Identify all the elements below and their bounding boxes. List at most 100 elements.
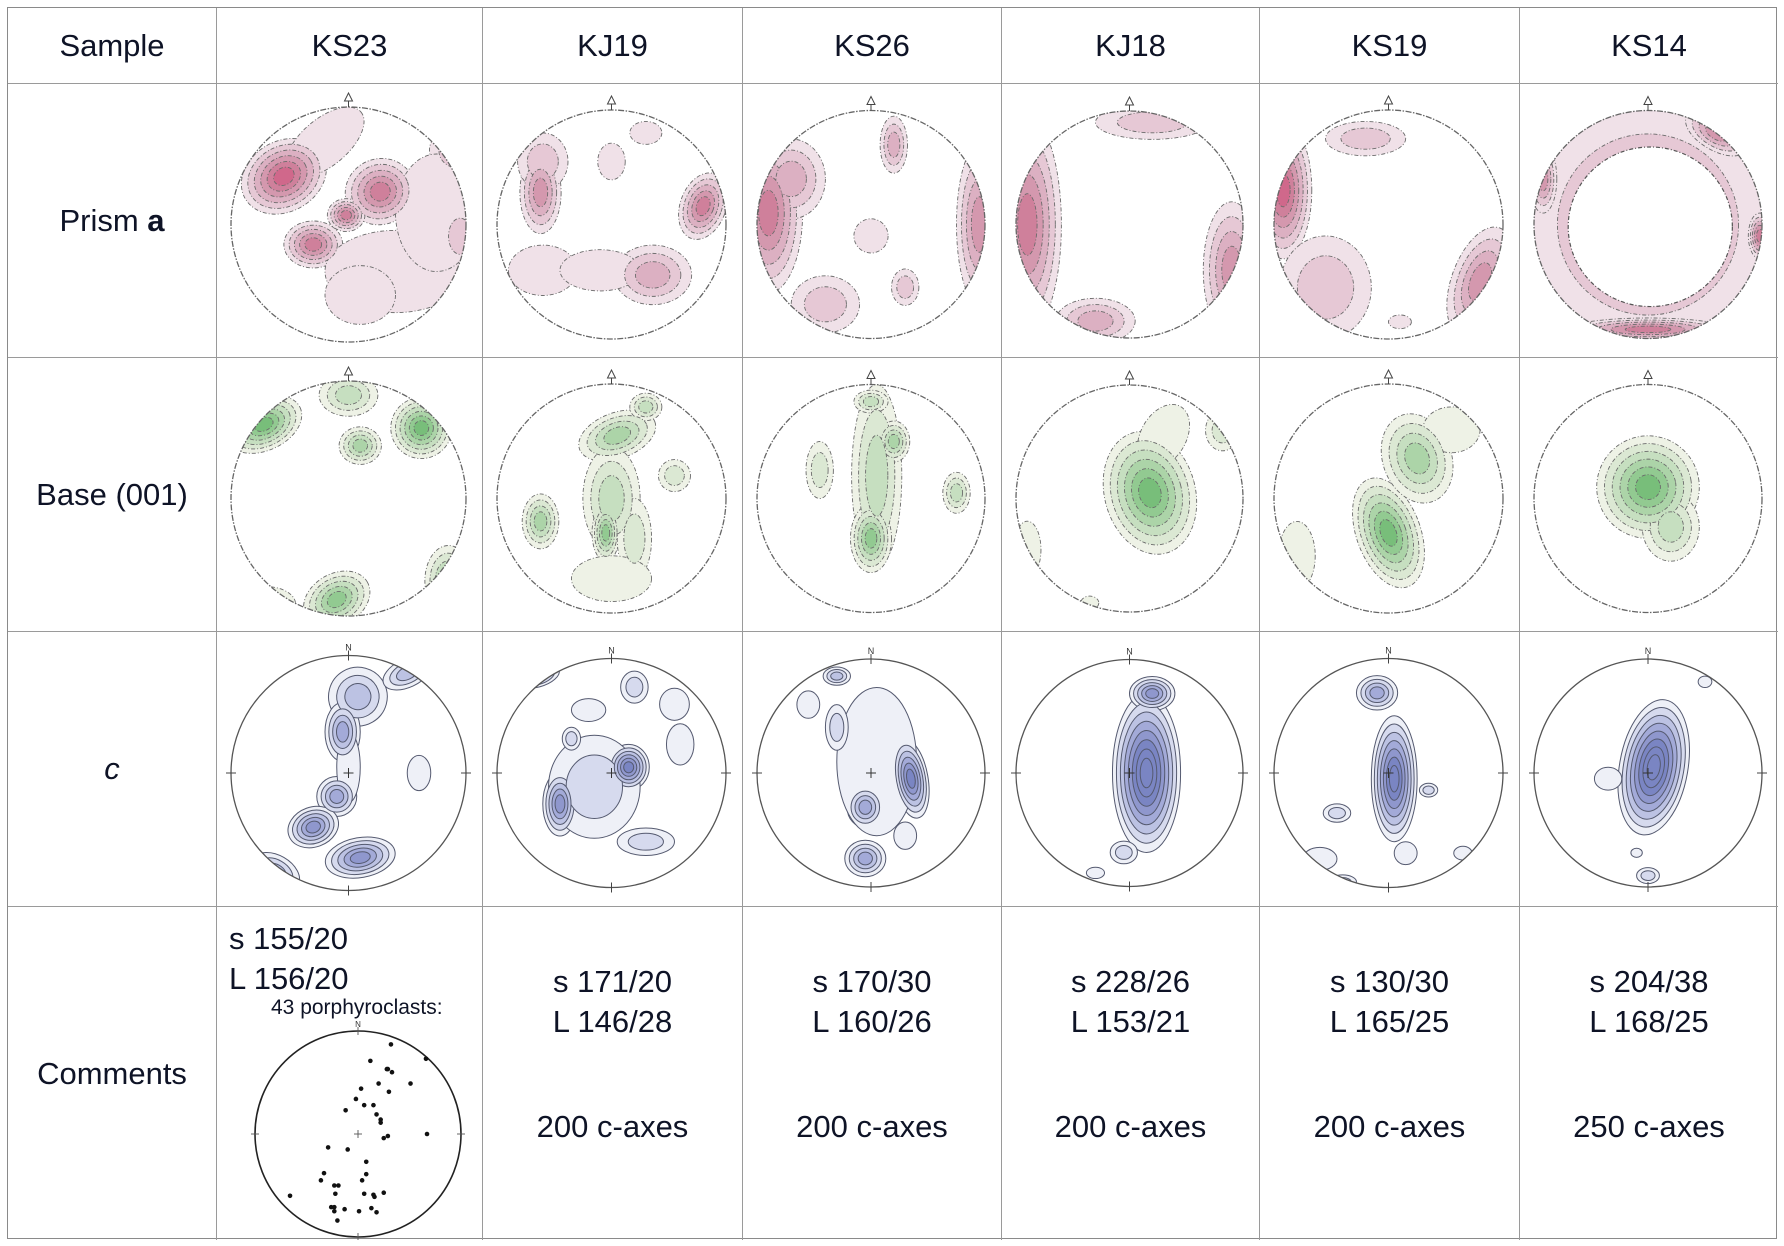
contour-level <box>1593 766 1623 791</box>
contour-level <box>830 671 844 681</box>
contour-level <box>1697 675 1713 688</box>
prism-plot-kj19 <box>483 84 743 358</box>
contour-level <box>1388 314 1412 330</box>
caxis-plot-ks23: N <box>217 632 483 907</box>
porphyroclast-point <box>423 1056 429 1062</box>
contour-level <box>326 590 347 609</box>
density-contours <box>1274 121 1503 339</box>
contour-level <box>329 789 345 804</box>
density-contours <box>1016 404 1241 611</box>
caxis-plot-ks19: N <box>1260 632 1520 907</box>
contour-level <box>324 265 396 325</box>
contour-level <box>796 690 821 719</box>
contour-level <box>1657 511 1684 543</box>
contour-level <box>1453 845 1473 861</box>
contour-level <box>893 821 918 850</box>
north-label: N <box>345 643 352 653</box>
porphyroclast-point <box>332 1204 337 1210</box>
porphyroclast-point <box>287 1193 293 1199</box>
contour-level <box>623 513 646 564</box>
contour-level <box>601 524 611 542</box>
contour-level <box>627 832 664 851</box>
prism-stereonet <box>1015 95 1244 339</box>
caxis-stereonet: N <box>226 643 471 896</box>
contour-level <box>335 721 350 743</box>
porphyroclast-point <box>381 1190 387 1196</box>
contour-level <box>905 768 916 789</box>
contour-level <box>803 286 847 323</box>
contour-level <box>1017 193 1038 256</box>
north-label: N <box>1126 647 1133 657</box>
porphyroclast-point <box>378 1120 383 1125</box>
base-plot-kj18 <box>1002 358 1260 632</box>
header-kj19: KJ19 <box>483 8 743 84</box>
comment-kj18: s 228/26 L 153/21 200 c-axes <box>1002 907 1260 1240</box>
prism-plot-ks19 <box>1260 84 1520 358</box>
contour-level <box>887 433 900 450</box>
primitive-circle <box>1015 110 1244 339</box>
base-stereonet <box>1533 369 1763 614</box>
contour-level <box>406 754 432 792</box>
caxes-count: 200 c-axes <box>1054 1109 1207 1144</box>
base-plot-ks14 <box>1520 358 1778 632</box>
header-ks26: KS26 <box>743 8 1002 84</box>
contour-level <box>1205 409 1241 452</box>
porphyroclast-point <box>318 1178 324 1183</box>
base-stereonet <box>756 369 986 614</box>
primitive-circle <box>230 380 467 617</box>
north-triangle-icon <box>343 91 354 102</box>
comment-ks19: s 130/30 L 165/25 200 c-axes <box>1260 907 1520 1240</box>
contour-level <box>554 794 566 814</box>
density-contours <box>805 384 971 574</box>
porphyroclast-point <box>381 1135 387 1141</box>
lineation-value: L 146/28 <box>552 1004 673 1039</box>
contour-level <box>887 131 901 158</box>
contour-level <box>304 237 323 252</box>
contour-level <box>1139 757 1154 789</box>
contour-level <box>865 434 889 517</box>
contour-level <box>659 687 690 721</box>
caxes-count: 200 c-axes <box>796 1109 948 1144</box>
contour-level <box>829 712 845 742</box>
porphyroclast-point <box>389 1069 395 1075</box>
north-label: N <box>1645 646 1652 656</box>
caxis-plot-kj19: N <box>483 632 743 907</box>
primitive-circle <box>1015 384 1244 613</box>
north-label: N <box>608 646 615 656</box>
contour-level <box>629 121 663 145</box>
contour-level <box>638 400 654 414</box>
porphyroclast-point <box>385 1066 391 1072</box>
porphyroclast-point <box>359 1178 365 1183</box>
contour-level <box>1393 841 1418 866</box>
caxis-stereonet: N <box>492 646 731 893</box>
header-ks19: KS19 <box>1260 8 1520 84</box>
porphyroclast-point <box>408 1081 413 1086</box>
caxis-stereonet: N <box>752 646 990 892</box>
contour-level <box>434 560 463 602</box>
density-contours <box>1302 675 1473 888</box>
density-contours <box>1593 675 1713 885</box>
base-stereonet <box>1273 368 1504 614</box>
caxis-stereonet: N <box>1011 647 1248 892</box>
prism-stereonet <box>230 91 467 343</box>
north-triangle-icon <box>866 95 876 105</box>
fabric-table: Sample KS23 KJ19 KS26 KJ18 KS19 KS14 Pri… <box>7 7 1778 1240</box>
caxis-stereonet: N <box>1529 646 1767 892</box>
prism-plot-ks23 <box>217 84 483 358</box>
contour-level <box>448 217 466 255</box>
contour-level <box>1630 847 1643 858</box>
density-contours <box>1016 111 1243 338</box>
header-sample: Sample <box>8 8 217 84</box>
porphyroclast-point <box>358 1086 364 1091</box>
row-label-c: c <box>8 632 217 907</box>
contour-level <box>1333 877 1352 887</box>
contour-level <box>1646 754 1661 781</box>
contour-level <box>810 452 829 488</box>
contour-level <box>1211 417 1234 444</box>
caxis-plot-kj18: N <box>1002 632 1260 907</box>
lineation-value: L 165/25 <box>1329 1004 1450 1039</box>
contour-level <box>1278 520 1316 591</box>
contour-level <box>598 475 625 522</box>
comment-kj19: s 171/20 L 146/28 200 c-axes <box>483 907 743 1240</box>
contour-level <box>344 683 372 711</box>
